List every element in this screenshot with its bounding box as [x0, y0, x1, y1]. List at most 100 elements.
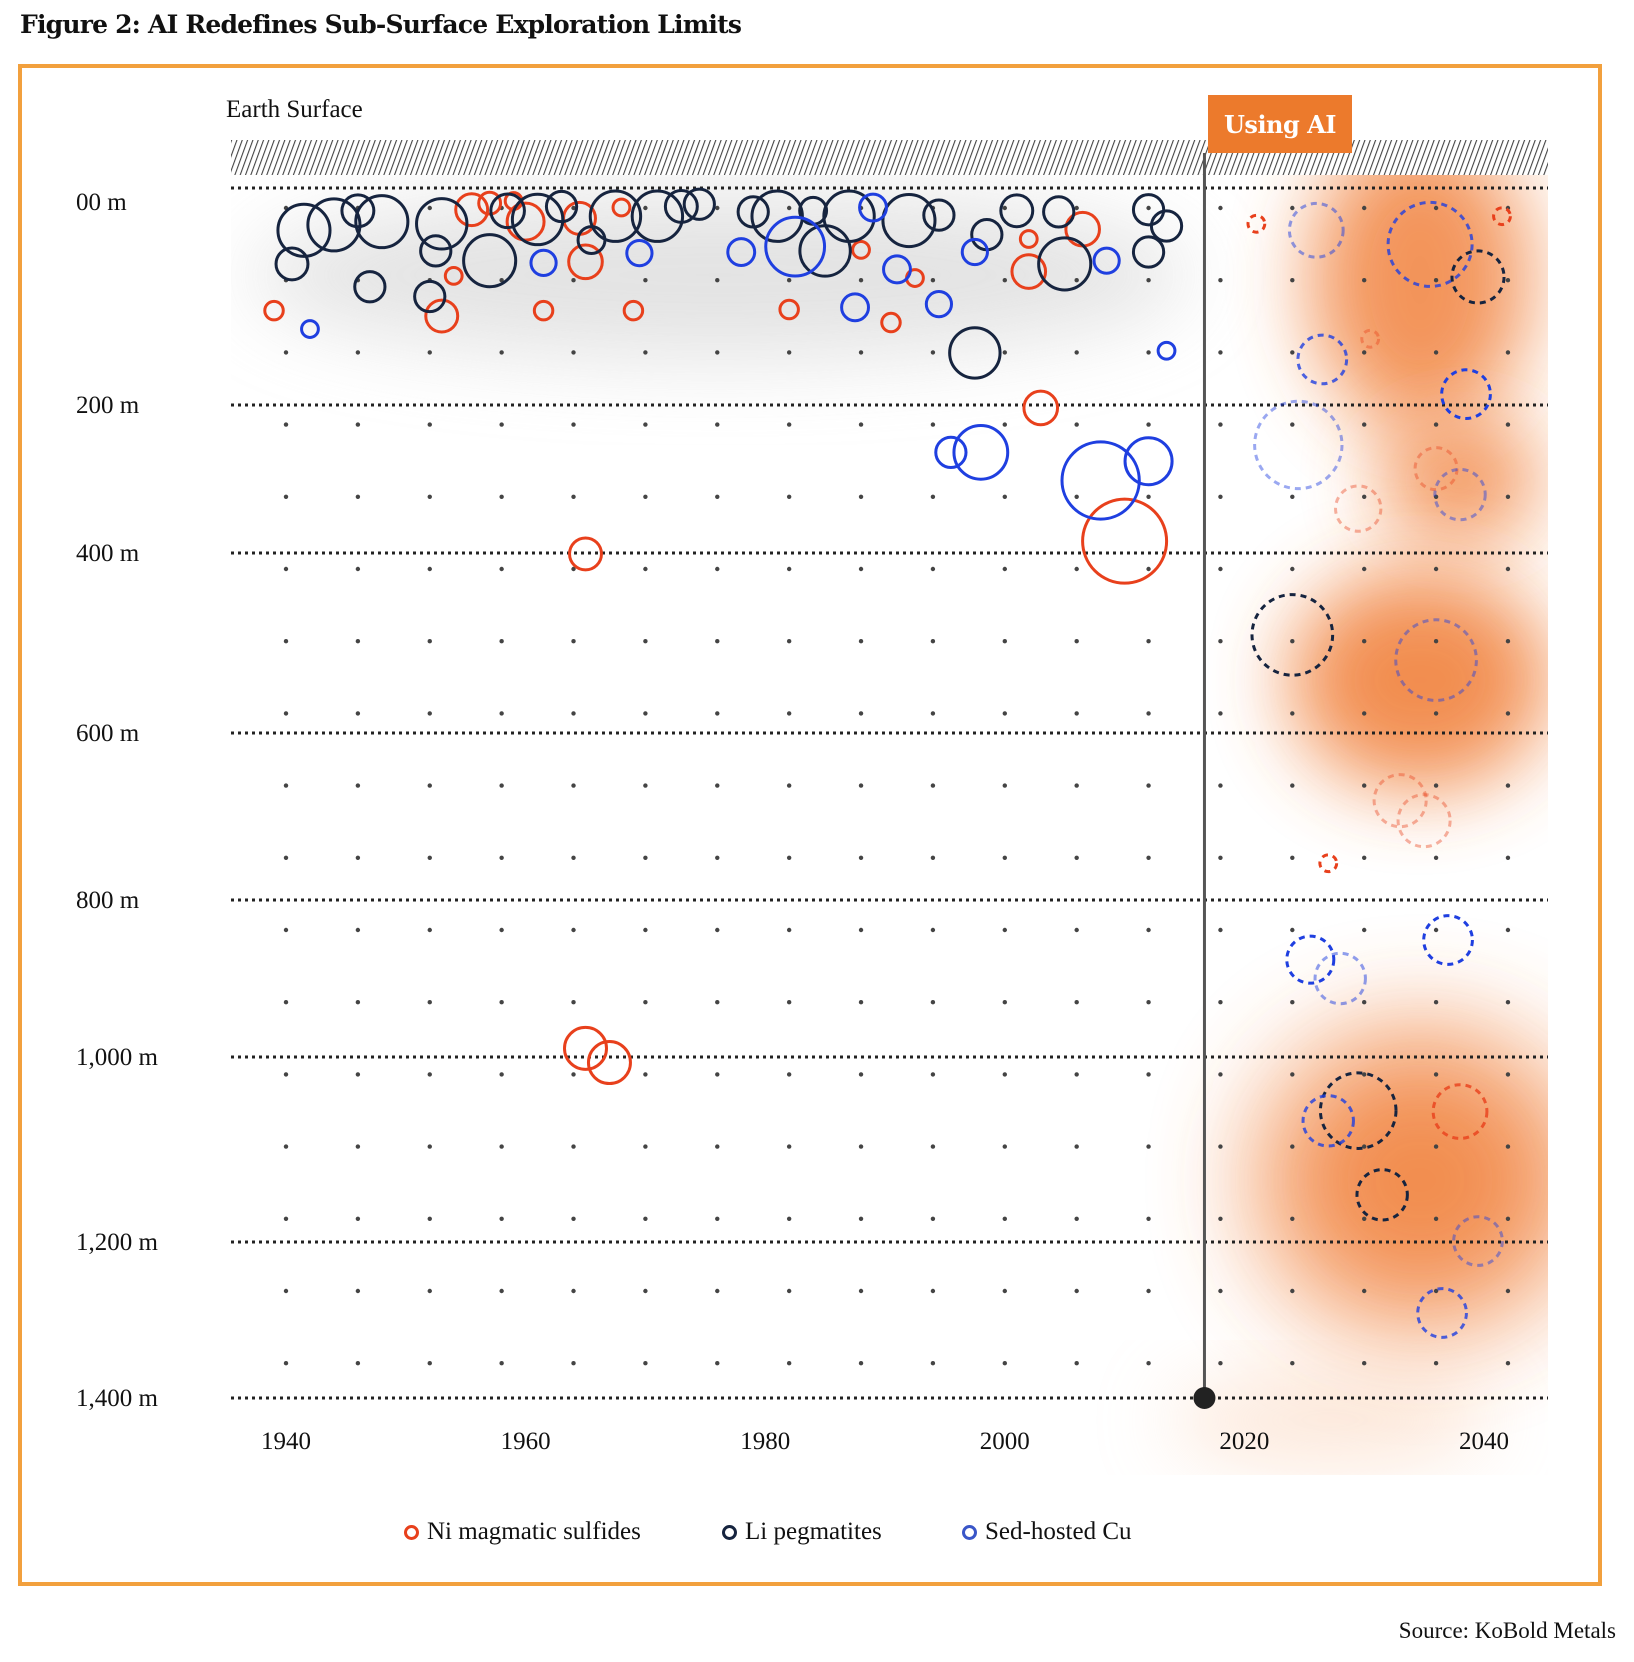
grid-dot — [1074, 1144, 1079, 1149]
li-deposit-point — [462, 233, 518, 289]
source-note: Source: KoBold Metals — [1398, 1618, 1616, 1643]
grid-dot — [571, 1144, 576, 1149]
cu-deposit-point — [1092, 246, 1121, 275]
legend-item-ni: Ni magmatic sulfides — [404, 1518, 641, 1546]
grid-dot — [283, 711, 289, 716]
grid-dot — [1002, 711, 1007, 716]
grid-dot — [1074, 278, 1079, 283]
grid-dot — [1505, 1000, 1511, 1005]
grid-dot — [1218, 1288, 1223, 1294]
grid-dot — [1362, 1288, 1367, 1294]
grid-dot — [930, 783, 936, 788]
grid-dot — [858, 639, 864, 644]
grid-dot — [1218, 783, 1223, 788]
grid-dot — [1074, 422, 1079, 427]
li-deposit-point — [822, 189, 876, 243]
grid-dot — [1074, 711, 1079, 716]
ai-start-marker — [1193, 1387, 1216, 1409]
grid-dot — [1002, 855, 1007, 860]
grid-dot — [930, 566, 936, 572]
grid-dot — [1433, 1216, 1439, 1222]
grid-dot — [786, 494, 792, 499]
grid-dot — [1146, 1361, 1151, 1366]
grid-dot — [355, 422, 361, 427]
grid-dot — [499, 350, 504, 355]
grid-dot — [355, 1144, 361, 1149]
grid-dot — [355, 711, 361, 716]
ni-deposit-point — [567, 243, 604, 281]
cu-deposit-point — [952, 423, 1010, 481]
x-tick-label: 1940 — [261, 1428, 311, 1455]
grid-dot — [499, 278, 504, 283]
grid-dot — [1290, 422, 1295, 427]
ni-deposit-point — [1010, 253, 1048, 290]
grid-dot — [1002, 494, 1007, 499]
grid-dot — [499, 927, 504, 933]
ni-predicted-point — [1360, 328, 1381, 349]
grid-dot — [1290, 1000, 1295, 1005]
grid-dot — [1002, 205, 1007, 211]
grid-dot — [643, 1144, 648, 1149]
grid-dot — [1362, 205, 1367, 211]
grid-dot — [283, 1361, 289, 1366]
li-deposit-point — [413, 279, 447, 314]
ni-predicted-point — [1396, 793, 1452, 849]
grid-dot — [1505, 1361, 1511, 1366]
grid-dot — [1505, 711, 1511, 716]
ni-predicted-point — [1413, 446, 1459, 492]
grid-dot — [427, 205, 432, 211]
grid-dot — [1505, 927, 1511, 933]
grid-dot — [499, 855, 504, 860]
cu-predicted-point — [1253, 399, 1344, 491]
ni-deposit-point — [454, 192, 490, 228]
grid-dot — [1362, 494, 1367, 499]
grid-dot — [1362, 927, 1367, 933]
grid-dot — [1146, 1000, 1151, 1005]
x-tick-label: 2000 — [980, 1428, 1030, 1455]
grid-dot — [571, 1000, 576, 1005]
grid-dot — [858, 278, 864, 283]
legend-item-cu: Sed-hosted Cu — [962, 1518, 1132, 1546]
grid-dot — [1362, 422, 1367, 427]
cu-predicted-point — [1416, 1287, 1468, 1339]
grid-dot — [858, 422, 864, 427]
grid-dot — [1505, 1072, 1511, 1077]
grid-dot — [858, 855, 864, 860]
grid-dot — [1218, 927, 1223, 933]
grid-dot — [1002, 927, 1007, 933]
grid-dot — [571, 855, 576, 860]
li-deposit-point — [489, 192, 526, 230]
grid-dot — [1002, 566, 1007, 572]
grid-dot — [499, 711, 504, 716]
grid-dot — [571, 566, 576, 572]
li-deposit-point — [354, 194, 410, 250]
grid-dot — [1074, 639, 1079, 644]
grid-dot — [283, 639, 289, 644]
grid-dot — [1002, 1361, 1007, 1366]
grid-dot — [1002, 1072, 1007, 1077]
grid-dot — [1074, 205, 1079, 211]
grid-dot — [786, 1216, 792, 1222]
grid-dot — [1433, 1288, 1439, 1294]
grid-dot — [1002, 422, 1007, 427]
ni-deposit-point — [1022, 389, 1060, 427]
y-tick-label: 600 m — [76, 720, 140, 747]
grid-dot — [1074, 350, 1079, 355]
grid-dot — [1074, 1288, 1079, 1294]
grid-dot — [1433, 422, 1439, 427]
grid-dot — [858, 783, 864, 788]
legend-label: Ni magmatic sulfides — [427, 1518, 641, 1545]
grid-dot — [1433, 855, 1439, 860]
grid-dot — [1433, 711, 1439, 716]
grid-dot — [1218, 1144, 1223, 1149]
grid-dot — [1505, 783, 1511, 788]
grid-dot — [715, 1000, 720, 1005]
grid-dot — [1146, 1216, 1151, 1222]
cu-deposit-point — [726, 237, 757, 267]
grid-dot — [283, 1144, 289, 1149]
grid-dot — [427, 566, 432, 572]
cu-predicted-point — [1301, 1094, 1355, 1148]
grid-dot — [858, 494, 864, 499]
grid-dot — [643, 711, 648, 716]
